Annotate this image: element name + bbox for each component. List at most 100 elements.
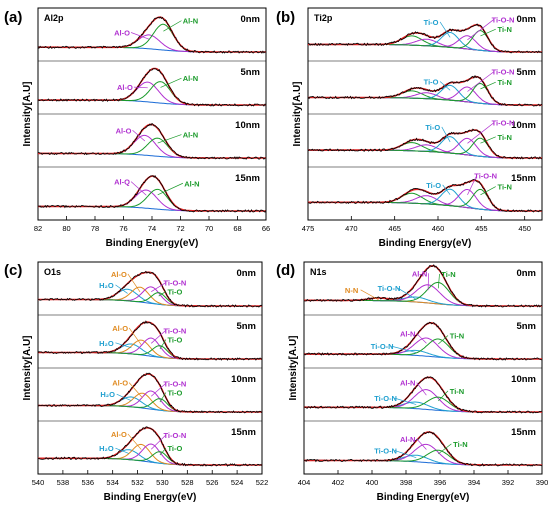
x-tick-label: 70: [205, 224, 213, 233]
peak-label: Ti-N: [498, 25, 512, 34]
x-tick-label: 72: [176, 224, 184, 233]
spectrum-10nm: 10nm Ti-O-NAl-N Ti-N: [303, 367, 543, 414]
x-tick-label: 394: [468, 478, 481, 487]
peak-label: Al-O: [112, 379, 128, 388]
peak-label: Ti-O-N: [374, 394, 397, 403]
peak-label: Ti-N: [450, 387, 464, 396]
peak-leader: [416, 438, 427, 450]
panel-d: (d) N1s 404 402 400 398 396 394 392 390 Binding En…: [276, 261, 548, 503]
peak-leader: [132, 129, 146, 142]
spectrum-0nm: 0nm H₂O Al-O Ti-O-NTi-O: [38, 268, 263, 308]
peak-leader: [438, 443, 452, 455]
peak-leader: [157, 134, 182, 144]
peak-leader: [163, 20, 182, 32]
peak-label: Al-O: [112, 324, 128, 333]
peak-leader: [360, 289, 379, 301]
peak-label: Al-N: [400, 435, 415, 444]
x-tick-label: 522: [256, 478, 269, 487]
peak-leader: [150, 434, 167, 450]
spectrum-0nm: 0nm N-N Ti-O-N Al-N Ti-N: [303, 264, 543, 308]
peak-label: Al-O: [116, 126, 132, 135]
peak-label: Ti-O-N: [378, 284, 401, 293]
element-label: Ti2p: [314, 13, 333, 23]
thickness-label: 0nm: [236, 268, 256, 279]
peak-leader: [128, 382, 143, 399]
peak-leader: [159, 392, 167, 403]
peak-label: Ti-O: [167, 336, 182, 345]
peak-label: Al-N: [400, 330, 415, 339]
fit-envelope: [38, 123, 266, 159]
raw-spectrum: [38, 270, 263, 308]
peak-leader: [127, 433, 142, 450]
spectrum-15nm: 15nm Ti-O-NAl-N Ti-N: [303, 420, 543, 467]
thickness-label: 15nm: [511, 173, 536, 184]
component-peak: [304, 396, 542, 413]
peak-label: Ti-O-N: [163, 279, 186, 288]
x-tick-label: 450: [518, 224, 531, 233]
x-tick-label: 68: [233, 224, 241, 233]
component-peak: [304, 297, 542, 307]
thickness-label: 10nm: [511, 120, 536, 131]
peak-leader: [439, 21, 451, 38]
peak-leader: [480, 186, 496, 196]
x-tick-label: 400: [366, 478, 379, 487]
x-axis-label: Binding Energy(eV): [106, 238, 199, 249]
raw-spectrum: [308, 23, 543, 54]
spectrum-15nm: 15nm Ti-O Ti-O-NTi-N: [307, 166, 543, 213]
raw-spectrum: [303, 431, 543, 467]
background-curve: [38, 405, 262, 413]
spectrum-5nm: 5nm H₂O Al-O Ti-O-NTi-O: [37, 314, 263, 361]
peak-label: Ti-O-N: [163, 431, 186, 440]
peak-leader: [116, 393, 132, 402]
peak-leader: [391, 345, 417, 353]
x-tick-label: 398: [400, 478, 413, 487]
spectrum-5nm: 5nm Ti-O Ti-O-NTi-N: [307, 60, 543, 107]
x-tick-label: 392: [502, 478, 515, 487]
x-tick-label: 80: [62, 224, 70, 233]
peak-label: Ti-O-N: [474, 172, 497, 181]
fit-envelope: [38, 271, 262, 307]
element-label: N1s: [310, 267, 327, 277]
panel-b: (b) Ti2p 475 470 465 460 455 450 Binding Energy(…: [276, 7, 543, 249]
thickness-label: 5nm: [516, 67, 536, 78]
peak-label: Al-N: [183, 74, 198, 83]
peak-label: Ti-O-N: [371, 342, 394, 351]
x-tick-label: 534: [106, 478, 119, 487]
peak-label: Ti-N: [453, 440, 467, 449]
peak-leader: [151, 282, 167, 292]
peak-leader: [115, 342, 132, 349]
raw-spectrum: [37, 122, 267, 160]
peak-leader: [397, 287, 417, 300]
peak-leader: [438, 335, 449, 345]
x-tick-label: 526: [206, 478, 219, 487]
peak-label: Al-O: [111, 430, 127, 439]
peak-leader: [437, 273, 440, 289]
component-peak: [38, 189, 266, 212]
peak-leader: [159, 447, 167, 456]
x-tick-label: 528: [181, 478, 194, 487]
peak-label: Ti-N: [450, 332, 464, 341]
component-peak: [304, 389, 542, 413]
peak-label: Ti-O: [167, 389, 182, 398]
thickness-label: 5nm: [516, 321, 536, 332]
peak-label: Ti-N: [498, 78, 512, 87]
component-peak: [308, 188, 542, 212]
panel-letter: (c): [4, 262, 22, 279]
thickness-label: 10nm: [511, 374, 536, 385]
peak-label: Ti-O: [167, 444, 182, 453]
raw-spectrum: [303, 376, 543, 414]
peak-leader: [441, 126, 451, 143]
peak-label: Ti-O: [425, 123, 440, 132]
peak-label: Al-Q: [114, 178, 130, 187]
peak-leader: [130, 181, 147, 196]
x-tick-label: 524: [231, 478, 244, 487]
x-tick-label: 475: [302, 224, 315, 233]
peak-label: Al-N: [184, 179, 199, 188]
x-tick-label: 460: [432, 224, 445, 233]
x-axis-label: Binding Energy(eV): [379, 238, 472, 249]
x-tick-label: 530: [156, 478, 169, 487]
peak-label: Al-O: [111, 270, 127, 279]
peak-label: H₂O: [99, 444, 114, 453]
peak-label: Ti-O: [167, 287, 182, 296]
